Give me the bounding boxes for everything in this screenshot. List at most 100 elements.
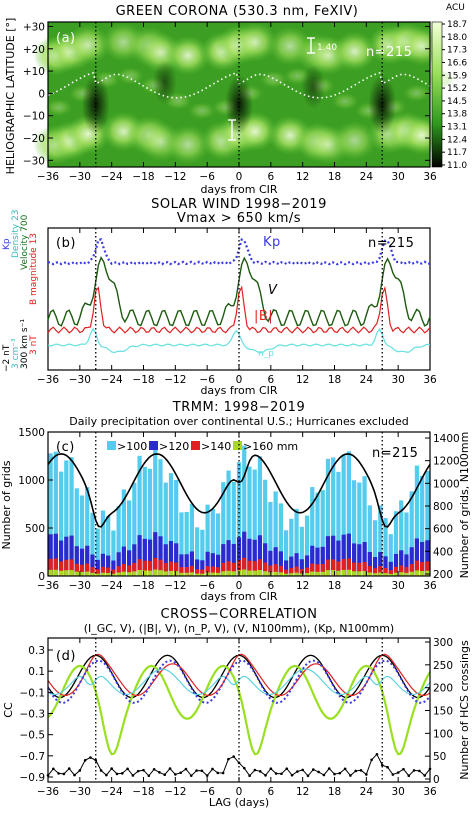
error-bar-label: 1.40 [317, 43, 337, 53]
bar-gt160 [174, 571, 179, 576]
x-tick-label: −6 [199, 786, 215, 798]
bar-gt160 [142, 570, 147, 576]
x-tick-label: −36 [37, 171, 59, 183]
bar-gt160 [299, 573, 304, 576]
colorbar-tick-label: 16.6 [447, 58, 467, 68]
panel-b-xlabel: days from CIR [200, 384, 277, 397]
y-tick-label: 1000 [18, 475, 45, 487]
bar-gt100 [74, 488, 79, 576]
bar-gt100 [215, 513, 221, 576]
bar-gt120 [252, 539, 257, 576]
bar-gt120 [79, 548, 85, 576]
bar-gt120 [226, 540, 231, 576]
bar-gt160 [121, 571, 126, 576]
bar-gt120 [425, 540, 430, 576]
bar-gt160 [200, 573, 205, 576]
bar-gt140 [289, 567, 294, 576]
bar-gt120 [378, 552, 383, 576]
bar-gt100 [268, 501, 273, 576]
bar-gt100 [420, 475, 425, 576]
bar-gt120 [100, 553, 106, 576]
bar-gt120 [74, 546, 79, 576]
n100mm-line [47, 453, 431, 528]
y-tick-label: 600 [433, 524, 453, 536]
bar-gt100 [163, 482, 168, 576]
label-density: Density 23 [11, 209, 21, 258]
bar-gt100 [388, 534, 393, 576]
bar-gt120 [163, 544, 168, 576]
bar-gt140 [247, 560, 252, 576]
y-tick-label: −0.5 [20, 730, 46, 742]
bar-gt140 [331, 559, 336, 576]
bar-gt160 [310, 571, 315, 576]
heatmap-cell [165, 35, 211, 76]
bar-gt140 [137, 559, 142, 576]
bar-gt160 [425, 570, 430, 576]
legend-100: >100 [117, 440, 147, 453]
bar-gt160 [79, 571, 85, 576]
bar-gt140 [121, 563, 126, 576]
bar-gt140 [147, 560, 153, 576]
panel-a-ylabel: HELIOGRAPHIC LATITUDE [°] [4, 18, 17, 175]
bar-gt160 [320, 571, 325, 576]
y-tick-label: 0.1 [28, 666, 45, 678]
x-tick-label: 12 [296, 580, 309, 592]
panel-b-n: n=215 [368, 236, 414, 251]
x-tick-label: 30 [391, 171, 404, 183]
bar-gt120 [247, 538, 252, 576]
y-tick-label: 100 [433, 728, 453, 740]
colorbar-tick-label: 11.0 [447, 161, 467, 171]
bar-gt140 [126, 565, 132, 576]
panel-c-axes: −36 −30 −24 −18 −12 −6 0 6 12 18 24 30 36 1500 1000 500… [18, 427, 459, 592]
bar-gt120 [362, 542, 367, 576]
bar-gt140 [158, 559, 163, 576]
bar-gt140 [268, 565, 273, 576]
bar-gt100 [200, 529, 205, 576]
x-tick-label: −12 [164, 374, 186, 386]
bar-gt120 [310, 545, 315, 576]
bar-gt160 [388, 573, 393, 576]
x-tick-label: −30 [69, 171, 91, 183]
bar-gt160 [367, 572, 372, 576]
panel-c-bars [48, 445, 430, 576]
cc-igc-v [47, 664, 431, 756]
panel-a-n: n=215 [366, 45, 412, 60]
bar-gt160 [58, 570, 64, 576]
colorbar-tick-label: 15.2 [447, 84, 467, 94]
bar-gt140 [399, 565, 404, 576]
bar-gt100 [226, 470, 231, 576]
colorbar-tick-label: 11.7 [447, 148, 467, 158]
bar-gt120 [257, 535, 263, 576]
bar-gt100 [147, 468, 153, 576]
bar-gt160 [116, 572, 121, 576]
bar-gt100 [184, 511, 189, 576]
bar-gt140 [315, 564, 320, 576]
bar-gt120 [273, 547, 278, 576]
bar-gt100 [372, 520, 378, 576]
bar-gt160 [362, 571, 367, 576]
bar-gt140 [320, 563, 325, 576]
bar-gt140 [294, 566, 299, 576]
y-tick-label: 0 [433, 774, 440, 786]
bar-gt100 [48, 453, 53, 576]
bar-gt100 [174, 479, 179, 576]
x-tick-label: −30 [69, 786, 91, 798]
bar-gt100 [336, 471, 341, 576]
bar-gt140 [48, 558, 53, 576]
bar-gt160 [231, 571, 236, 576]
bar-gt160 [221, 571, 226, 576]
bar-gt100 [346, 451, 352, 576]
heatmap-dark-region [301, 64, 326, 109]
bar-gt160 [420, 570, 425, 576]
bar-gt160 [278, 572, 283, 576]
colorbar-tick-label: 18.7 [447, 20, 467, 30]
bar-gt140 [106, 567, 111, 576]
heatmap-cell [402, 84, 431, 103]
bar-gt140 [299, 569, 304, 576]
legend-swatch-100 [107, 441, 116, 450]
x-tick-label: −12 [164, 171, 186, 183]
bar-gt120 [116, 552, 121, 576]
bar-gt160 [132, 571, 137, 576]
bar-gt100 [137, 455, 142, 576]
legend-swatch-120 [149, 441, 158, 450]
